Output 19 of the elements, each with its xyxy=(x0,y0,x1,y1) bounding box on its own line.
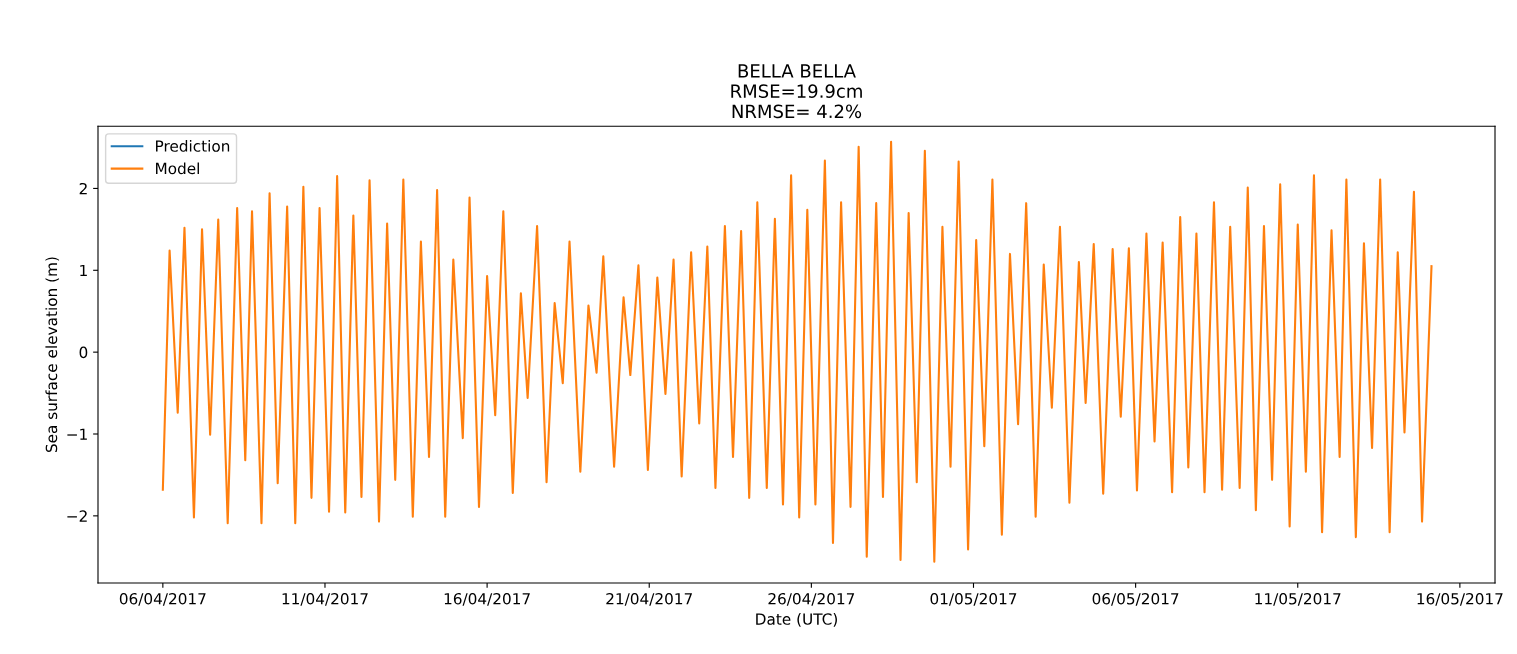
x-tick-label: 01/05/2017 xyxy=(930,592,1017,606)
x-axis-title: Date (UTC) xyxy=(756,613,837,627)
y-tick-label: 1 xyxy=(80,264,87,277)
y-tick-label: −2 xyxy=(67,510,87,522)
legend-label: Prediction xyxy=(156,139,230,152)
x-tick-label: 26/04/2017 xyxy=(768,592,855,606)
x-tick-label: 21/04/2017 xyxy=(606,592,692,606)
y-tick-label: −1 xyxy=(67,428,87,440)
x-tick-label: 16/04/2017 xyxy=(444,592,530,606)
x-tick-label: 11/05/2017 xyxy=(1255,592,1341,606)
chart-title: BELLA BELLA RMSE=19.9cm NRMSE= 4.2% xyxy=(731,64,862,119)
y-tick-label: 2 xyxy=(79,182,87,195)
y-tick-label: 0 xyxy=(79,346,88,359)
x-tick-label: 11/04/2017 xyxy=(282,592,368,606)
x-tick-label: 16/05/2017 xyxy=(1417,592,1503,606)
x-tick-label: 06/04/2017 xyxy=(119,592,206,606)
y-axis-title: Sea surface elevation (m) xyxy=(45,257,60,453)
legend-label: Model xyxy=(156,162,199,175)
x-tick-label: 06/05/2017 xyxy=(1092,592,1179,606)
